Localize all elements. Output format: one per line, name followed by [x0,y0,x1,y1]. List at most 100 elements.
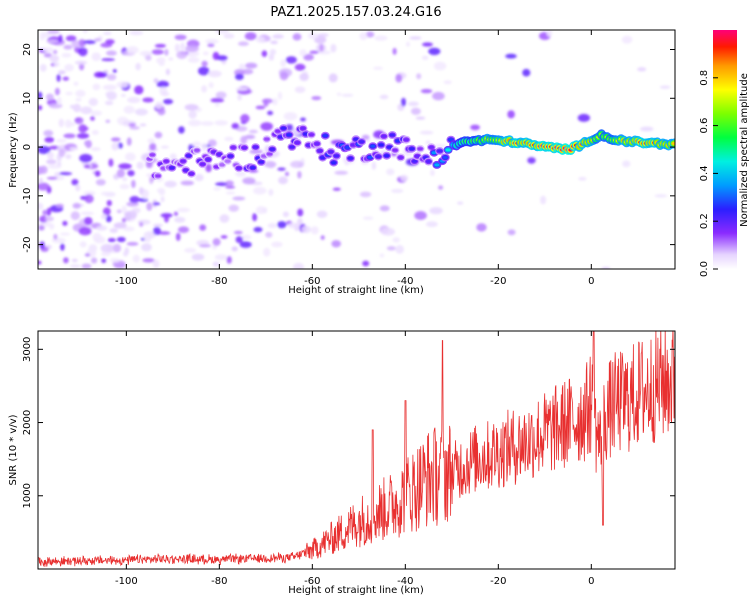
noise-blob [43,53,53,58]
noise-blob [110,258,121,263]
noise-blob [123,105,135,114]
ridge-blob-core [428,145,434,149]
noise-blob [381,227,395,236]
top-x-tick-label: -60 [304,276,320,287]
noise-blob [330,43,337,53]
noise-blob [307,32,319,40]
ridge-blob-core [275,129,281,133]
noise-blob [126,242,139,246]
colorbar-tick-label: 0.4 [699,165,710,181]
noise-blob [47,164,62,169]
noise-blob [134,85,144,95]
noise-blob [278,176,288,185]
noise-blob [142,97,154,103]
bottom-y-tick-label: 3000 [22,337,33,362]
noise-blob [58,34,63,43]
ridge-blob-core [320,156,326,160]
bottom-x-tick-label: -60 [304,576,320,587]
noise-blob [152,202,161,206]
noise-blob [122,177,128,182]
noise-blob [207,43,215,48]
noise-blob [225,191,236,195]
colorbar-gradient [713,30,737,269]
noise-blob [156,57,166,64]
noise-blob [237,94,242,101]
noise-blob [235,170,247,177]
noise-blob [107,238,116,243]
noise-blob [215,103,220,107]
ridge-blob-core [348,156,353,160]
bottom-y-tick-label: 2000 [22,410,33,435]
noise-blob [287,222,299,229]
noise-blob [255,105,266,110]
noise-blob [267,223,277,229]
noise-blob [47,30,60,35]
noise-blob [293,262,304,269]
ridge-blob-core [149,153,155,157]
noise-blob [336,92,342,96]
top-x-tick-label: 0 [588,276,594,287]
noise-blob [160,196,165,203]
noise-blob [83,190,96,196]
noise-blob [90,110,103,116]
noise-blob [214,120,228,126]
noise-blob [75,98,82,102]
noise-blob [78,227,92,236]
top-x-axis: -100 -80 -60 -40 -20 0 [115,30,594,287]
noise-blob [139,222,144,227]
noise-blob [47,151,54,160]
noise-blob [126,46,139,54]
noise-blob [53,61,60,67]
noise-blob [235,73,244,81]
noise-blob [114,263,126,269]
noise-blob [42,209,47,216]
noise-blob [118,163,132,170]
noise-blob [421,55,429,60]
noise-blob [38,260,42,265]
noise-blob [145,55,152,61]
ridge-blob-core [214,165,219,169]
noise-blob [277,221,287,229]
noise-blob [74,117,84,125]
noise-blob [180,42,185,51]
noise-blob [432,91,445,101]
noise-blob [72,202,81,209]
noise-blob [235,236,243,244]
noise-blob [57,96,62,106]
noise-blob [44,136,55,143]
noise-blob [415,116,426,120]
noise-blob [69,122,76,127]
noise-blob [410,107,421,115]
noise-blob [102,207,111,216]
noise-blob [65,35,77,42]
noise-blob [80,211,95,216]
ridge-blob-core [426,160,432,163]
noise-blob [45,93,54,101]
ridge-blob-core [378,143,384,147]
noise-blob [75,89,86,98]
noise-blob [395,73,403,83]
noise-blob [124,152,136,161]
noise-blob [38,225,45,231]
noise-blob [284,171,290,177]
noise-blob [82,126,89,131]
ridge-blob-core [267,152,273,156]
noise-blob [63,133,76,139]
bottom-y-axis: 1000 2000 3000 [22,337,675,508]
noise-blob [71,179,79,186]
noise-blob [177,226,190,233]
ridge-blob-core [414,154,420,158]
noise-blob [185,50,200,57]
noise-blob [391,188,404,193]
noise-blob [88,98,99,106]
noise-blob [71,258,78,263]
noise-blob [38,202,44,210]
noise-blob [65,91,73,96]
noise-blob [263,161,277,168]
noise-blob [70,211,80,221]
noise-blob [111,137,121,142]
noise-blob [297,218,303,225]
noise-blob [192,141,202,148]
noise-blob [127,96,141,104]
